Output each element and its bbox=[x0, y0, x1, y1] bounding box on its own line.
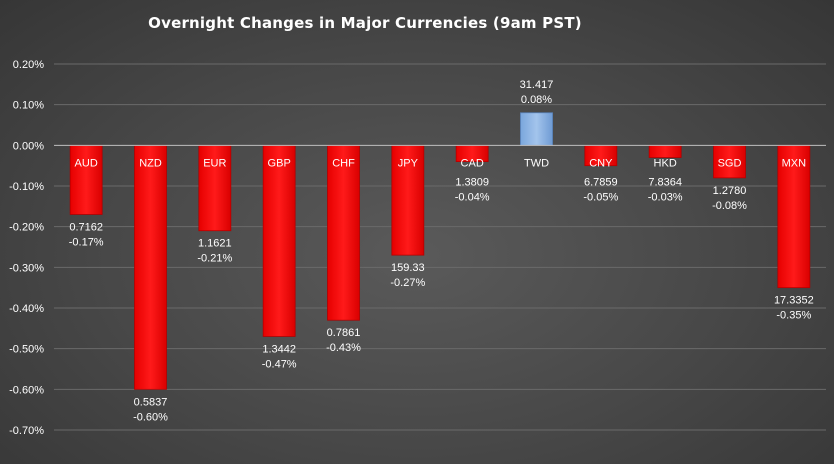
gridlines bbox=[54, 63, 826, 431]
bar-chf bbox=[327, 144, 360, 321]
rate-label: 31.417 bbox=[520, 79, 554, 91]
percent-label: -0.05% bbox=[583, 191, 618, 203]
bar-nzd bbox=[134, 144, 167, 390]
rate-label: 1.3442 bbox=[262, 343, 296, 355]
percent-label: -0.47% bbox=[262, 358, 297, 370]
rate-label: 0.7861 bbox=[327, 327, 361, 339]
rate-label: 6.7859 bbox=[584, 176, 618, 188]
category-label: JPY bbox=[398, 157, 419, 169]
rate-label: 1.1621 bbox=[198, 238, 232, 250]
y-tick-label: 0.20% bbox=[13, 59, 44, 71]
bar-eur bbox=[198, 144, 232, 232]
bar-hkd bbox=[648, 144, 682, 158]
y-tick-label: -0.40% bbox=[9, 303, 44, 315]
y-tick-label: 0.10% bbox=[13, 100, 44, 112]
category-label: TWD bbox=[524, 157, 549, 169]
bar-sgd bbox=[713, 144, 746, 179]
rate-label: 0.7162 bbox=[69, 221, 103, 233]
percent-label: -0.17% bbox=[69, 236, 104, 248]
percent-label: -0.27% bbox=[390, 277, 425, 289]
percent-label: 0.08% bbox=[521, 94, 552, 106]
category-label: SGD bbox=[718, 157, 742, 169]
bar-jpy bbox=[391, 144, 425, 256]
category-label: CHF bbox=[332, 157, 355, 169]
percent-label: -0.04% bbox=[455, 191, 490, 203]
y-tick-label: -0.50% bbox=[9, 344, 44, 356]
y-tick-label: -0.60% bbox=[9, 384, 44, 396]
rate-label: 1.3809 bbox=[455, 176, 489, 188]
rate-label: 17.3352 bbox=[774, 295, 814, 307]
labels: 0.20% 0.10% 0.00% -0.10% -0.20% -0.30% -0.40% -… bbox=[9, 59, 814, 437]
bar-gbp bbox=[262, 144, 296, 337]
category-label: CNY bbox=[589, 157, 613, 169]
y-tick-label: 0.00% bbox=[13, 140, 44, 152]
percent-label: -0.03% bbox=[648, 191, 683, 203]
bar-twd bbox=[520, 112, 553, 146]
rate-label: 7.8364 bbox=[648, 176, 682, 188]
category-label: NZD bbox=[139, 157, 162, 169]
category-label: EUR bbox=[203, 157, 226, 169]
percent-label: -0.21% bbox=[197, 253, 232, 265]
chart-title: Overnight Changes in Major Currencies (9… bbox=[148, 14, 582, 32]
rate-label: 159.33 bbox=[391, 262, 425, 274]
category-label: AUD bbox=[75, 157, 98, 169]
rate-label: 0.5837 bbox=[134, 396, 168, 408]
category-label: HKD bbox=[654, 157, 677, 169]
y-tick-label: -0.10% bbox=[9, 181, 44, 193]
category-label: CAD bbox=[461, 157, 484, 169]
rate-label: 1.2780 bbox=[713, 185, 747, 197]
percent-label: -0.43% bbox=[326, 342, 361, 354]
percent-label: -0.08% bbox=[712, 200, 747, 212]
y-tick-label: -0.20% bbox=[9, 222, 44, 234]
bar-aud bbox=[69, 144, 103, 215]
y-tick-label: -0.70% bbox=[9, 425, 44, 437]
y-tick-label: -0.30% bbox=[9, 262, 44, 274]
percent-label: -0.60% bbox=[133, 411, 168, 423]
category-label: MXN bbox=[782, 157, 807, 169]
percent-label: -0.35% bbox=[776, 310, 811, 322]
category-label: GBP bbox=[268, 157, 291, 169]
bars bbox=[69, 112, 811, 390]
